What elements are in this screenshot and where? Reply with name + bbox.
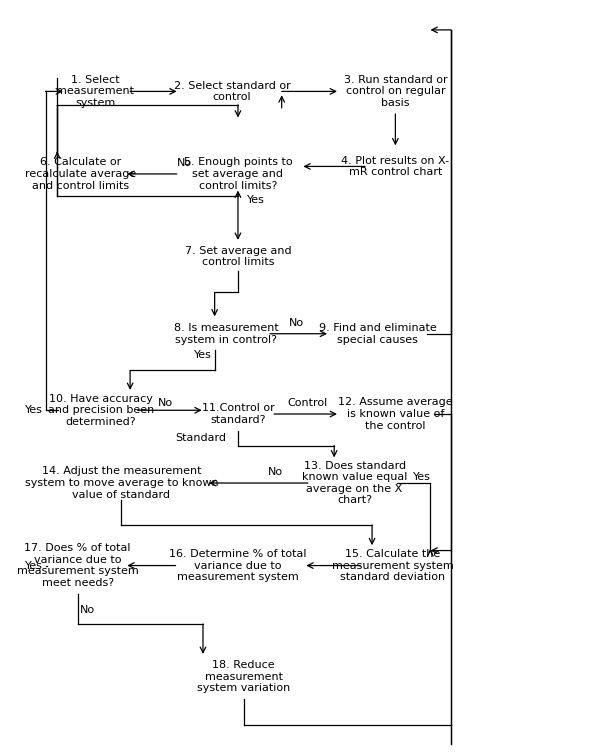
Text: 2. Select standard or
control: 2. Select standard or control xyxy=(174,81,290,102)
Text: Yes: Yes xyxy=(25,560,43,571)
Text: Control: Control xyxy=(288,398,328,408)
Text: No: No xyxy=(268,467,283,477)
Text: 1. Select
measurement
system: 1. Select measurement system xyxy=(56,75,134,108)
Text: 9. Find and eliminate
special causes: 9. Find and eliminate special causes xyxy=(319,323,437,345)
Text: 15. Calculate the
measurement system
standard deviation: 15. Calculate the measurement system sta… xyxy=(331,549,453,582)
Text: 17. Does % of total
variance due to
measurement system
meet needs?: 17. Does % of total variance due to meas… xyxy=(17,543,139,588)
Text: Yes: Yes xyxy=(247,195,265,206)
Text: No: No xyxy=(289,318,304,328)
Text: 13. Does standard
known value equal
average on the X
chart?: 13. Does standard known value equal aver… xyxy=(302,461,407,505)
Text: 10. Have accuracy
and precision been
determined?: 10. Have accuracy and precision been det… xyxy=(48,394,154,427)
Text: No: No xyxy=(158,398,173,408)
Text: 12. Assume average
is known value of
the control: 12. Assume average is known value of the… xyxy=(338,398,453,431)
Text: 4. Plot results on X-
mR control chart: 4. Plot results on X- mR control chart xyxy=(342,156,449,177)
Text: 16. Determine % of total
variance due to
measurement system: 16. Determine % of total variance due to… xyxy=(169,549,306,582)
Text: 8. Is measurement
system in control?: 8. Is measurement system in control? xyxy=(174,323,278,345)
Text: 14. Adjust the measurement
system to move average to known
value of standard: 14. Adjust the measurement system to mov… xyxy=(24,466,218,500)
Text: Yes: Yes xyxy=(25,405,43,415)
Text: Standard: Standard xyxy=(176,433,226,443)
Text: 6. Calculate or
recalculate average
and control limits: 6. Calculate or recalculate average and … xyxy=(25,157,136,191)
Text: 18. Reduce
measurement
system variation: 18. Reduce measurement system variation xyxy=(197,660,290,694)
Text: Yes: Yes xyxy=(194,350,212,361)
Text: No: No xyxy=(79,605,95,614)
Text: 5. Enough points to
set average and
control limits?: 5. Enough points to set average and cont… xyxy=(184,157,292,191)
Text: No: No xyxy=(177,158,192,168)
Text: 3. Run standard or
control on regular
basis: 3. Run standard or control on regular ba… xyxy=(343,75,447,108)
Text: 11.Control or
standard?: 11.Control or standard? xyxy=(202,403,274,425)
Text: Yes: Yes xyxy=(413,472,431,482)
Text: 7. Set average and
control limits: 7. Set average and control limits xyxy=(184,245,292,267)
